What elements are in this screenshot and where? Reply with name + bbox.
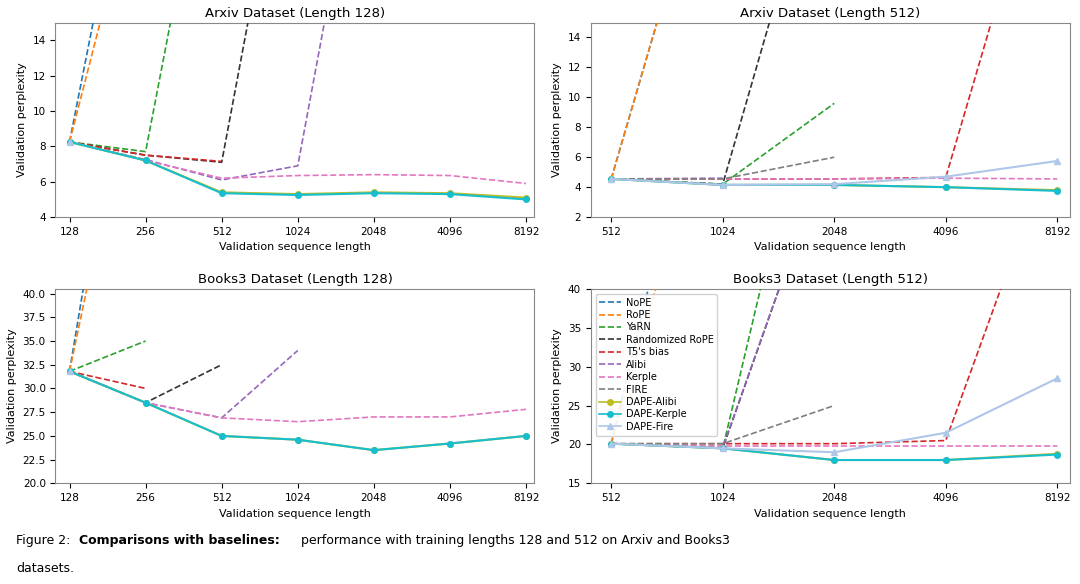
X-axis label: Validation sequence length: Validation sequence length (754, 509, 906, 519)
Y-axis label: Validation perplexity: Validation perplexity (17, 62, 27, 177)
Title: Arxiv Dataset (Length 128): Arxiv Dataset (Length 128) (205, 7, 386, 20)
Title: Arxiv Dataset (Length 512): Arxiv Dataset (Length 512) (740, 7, 920, 20)
Text: performance with training lengths 128 and 512 on Arxiv and Books3: performance with training lengths 128 an… (297, 534, 730, 547)
Text: Comparisons with baselines:: Comparisons with baselines: (79, 534, 280, 547)
Text: datasets.: datasets. (16, 562, 75, 575)
Text: Figure 2:: Figure 2: (16, 534, 75, 547)
Y-axis label: Validation perplexity: Validation perplexity (6, 329, 17, 443)
Y-axis label: Validation perplexity: Validation perplexity (552, 329, 562, 443)
Y-axis label: Validation perplexity: Validation perplexity (552, 62, 562, 177)
Title: Books3 Dataset (Length 128): Books3 Dataset (Length 128) (198, 273, 392, 286)
X-axis label: Validation sequence length: Validation sequence length (219, 509, 370, 519)
X-axis label: Validation sequence length: Validation sequence length (754, 242, 906, 252)
Title: Books3 Dataset (Length 512): Books3 Dataset (Length 512) (732, 273, 928, 286)
Legend: NoPE, RoPE, YaRN, Randomized RoPE, T5's bias, Alibi, Kerple, FIRE, DAPE-Alibi, D: NoPE, RoPE, YaRN, Randomized RoPE, T5's … (595, 294, 717, 436)
X-axis label: Validation sequence length: Validation sequence length (219, 242, 370, 252)
